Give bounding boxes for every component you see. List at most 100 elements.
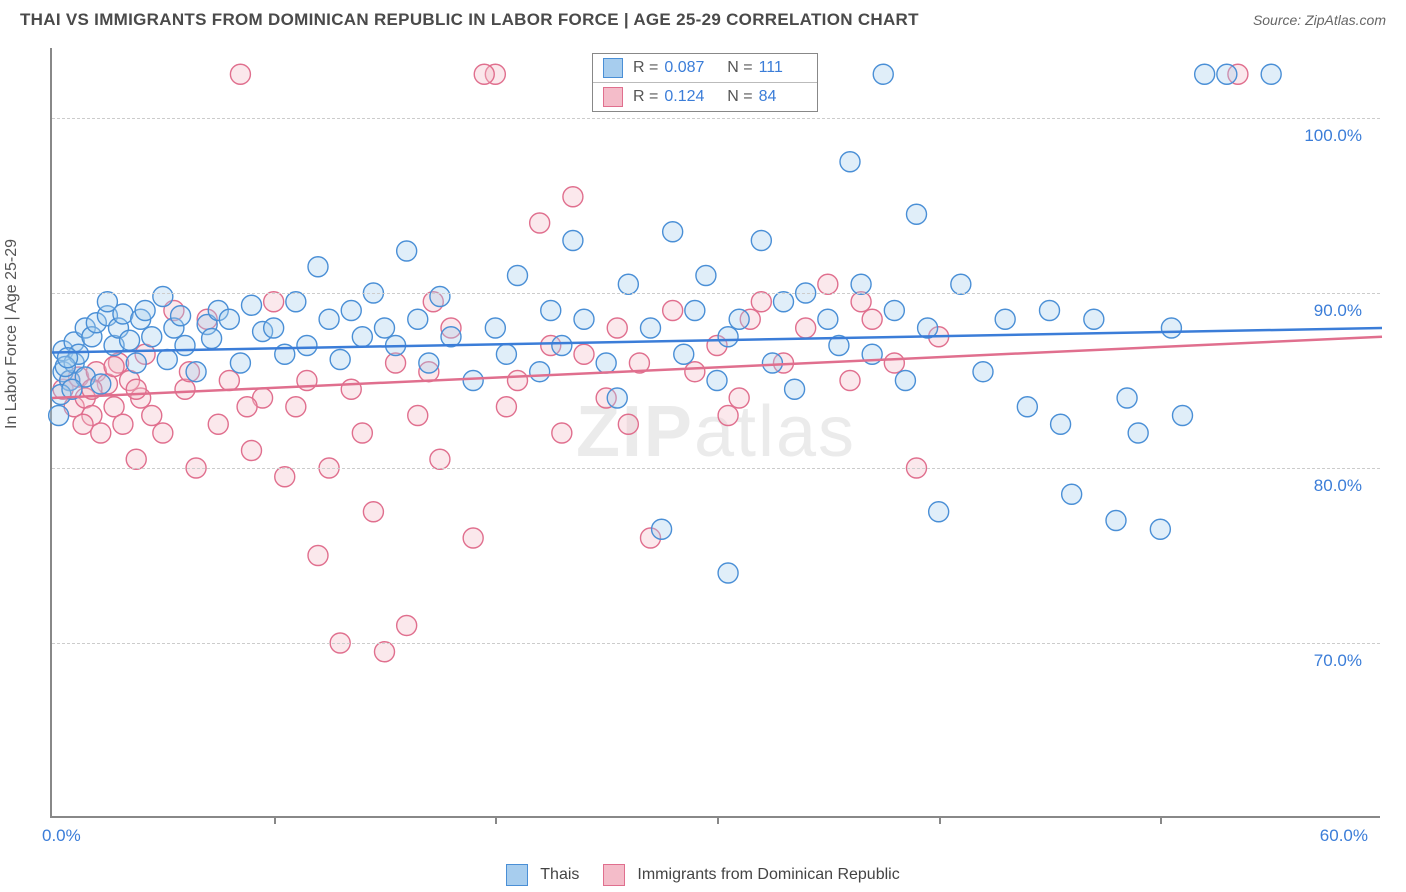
x-tick bbox=[717, 816, 719, 824]
scatter-point-thais bbox=[785, 379, 805, 399]
scatter-point-thais bbox=[840, 152, 860, 172]
scatter-point-dominican bbox=[237, 397, 257, 417]
scatter-point-thais bbox=[171, 306, 191, 326]
scatter-point-thais bbox=[530, 362, 550, 382]
scatter-point-dominican bbox=[153, 423, 173, 443]
scatter-point-dominican bbox=[463, 528, 483, 548]
stat-label-r: R = bbox=[633, 59, 658, 77]
scatter-point-thais bbox=[663, 222, 683, 242]
scatter-point-thais bbox=[1261, 64, 1281, 84]
scatter-point-thais bbox=[113, 304, 133, 324]
scatter-point-thais bbox=[995, 309, 1015, 329]
scatter-point-dominican bbox=[552, 423, 572, 443]
chart-header: THAI VS IMMIGRANTS FROM DOMINICAN REPUBL… bbox=[0, 0, 1406, 38]
scatter-point-thais bbox=[441, 327, 461, 347]
scatter-point-dominican bbox=[242, 441, 262, 461]
scatter-point-thais bbox=[352, 327, 372, 347]
scatter-point-dominican bbox=[126, 379, 146, 399]
scatter-point-thais bbox=[1017, 397, 1037, 417]
scatter-point-dominican bbox=[363, 502, 383, 522]
scatter-point-thais bbox=[951, 274, 971, 294]
scatter-point-dominican bbox=[73, 414, 93, 434]
scatter-point-dominican bbox=[751, 292, 771, 312]
legend: Thais Immigrants from Dominican Republic bbox=[0, 864, 1406, 886]
y-tick-label: 70.0% bbox=[1314, 651, 1362, 671]
scatter-point-thais bbox=[1195, 64, 1215, 84]
legend-swatch-thais bbox=[506, 864, 528, 886]
scatter-point-dominican bbox=[796, 318, 816, 338]
y-tick-label: 80.0% bbox=[1314, 476, 1362, 496]
scatter-point-thais bbox=[319, 309, 339, 329]
swatch-dominican bbox=[603, 87, 623, 107]
scatter-point-dominican bbox=[341, 379, 361, 399]
scatter-point-thais bbox=[153, 287, 173, 307]
scatter-point-dominican bbox=[91, 423, 111, 443]
scatter-point-thais bbox=[729, 309, 749, 329]
scatter-point-thais bbox=[397, 241, 417, 261]
scatter-point-thais bbox=[907, 204, 927, 224]
scatter-point-thais bbox=[297, 336, 317, 356]
scatter-point-thais bbox=[552, 336, 572, 356]
scatter-svg bbox=[52, 48, 1380, 816]
scatter-point-dominican bbox=[208, 414, 228, 434]
scatter-point-dominican bbox=[718, 406, 738, 426]
x-tick bbox=[939, 816, 941, 824]
chart-title: THAI VS IMMIGRANTS FROM DOMINICAN REPUBL… bbox=[20, 10, 919, 30]
scatter-point-thais bbox=[607, 388, 627, 408]
stat-r-thais: 0.087 bbox=[664, 59, 712, 77]
legend-label-thais: Thais bbox=[540, 866, 579, 884]
legend-item-dominican: Immigrants from Dominican Republic bbox=[603, 864, 899, 886]
scatter-point-thais bbox=[91, 374, 111, 394]
scatter-point-thais bbox=[873, 64, 893, 84]
gridline-h bbox=[52, 293, 1380, 294]
scatter-point-thais bbox=[308, 257, 328, 277]
scatter-point-thais bbox=[1161, 318, 1181, 338]
scatter-point-dominican bbox=[840, 371, 860, 391]
scatter-point-thais bbox=[973, 362, 993, 382]
scatter-point-dominican bbox=[496, 397, 516, 417]
gridline-h bbox=[52, 118, 1380, 119]
scatter-point-dominican bbox=[884, 353, 904, 373]
scatter-point-dominican bbox=[530, 213, 550, 233]
scatter-point-thais bbox=[330, 350, 350, 370]
scatter-point-dominican bbox=[352, 423, 372, 443]
scatter-point-thais bbox=[718, 563, 738, 583]
scatter-point-dominican bbox=[818, 274, 838, 294]
stat-n-thais: 111 bbox=[759, 59, 807, 77]
scatter-point-thais bbox=[135, 301, 155, 321]
scatter-point-dominican bbox=[729, 388, 749, 408]
scatter-point-thais bbox=[142, 327, 162, 347]
scatter-point-thais bbox=[58, 348, 78, 368]
scatter-point-thais bbox=[574, 309, 594, 329]
scatter-point-dominican bbox=[618, 414, 638, 434]
scatter-point-dominican bbox=[219, 371, 239, 391]
x-tick bbox=[495, 816, 497, 824]
x-tick-label-max: 60.0% bbox=[1320, 826, 1368, 846]
scatter-point-thais bbox=[186, 362, 206, 382]
legend-item-thais: Thais bbox=[506, 864, 579, 886]
scatter-point-thais bbox=[652, 519, 672, 539]
scatter-point-dominican bbox=[508, 371, 528, 391]
scatter-point-thais bbox=[508, 266, 528, 286]
y-tick-label: 100.0% bbox=[1304, 126, 1362, 146]
correlation-stats-box: R = 0.087 N = 111 R = 0.124 N = 84 bbox=[592, 53, 818, 112]
y-axis-label: In Labor Force | Age 25-29 bbox=[3, 239, 21, 429]
chart-plot-area: ZIPatlas R = 0.087 N = 111 R = 0.124 N =… bbox=[50, 48, 1380, 818]
x-tick-label-min: 0.0% bbox=[42, 826, 81, 846]
scatter-point-thais bbox=[895, 371, 915, 391]
scatter-point-thais bbox=[1117, 388, 1137, 408]
scatter-point-thais bbox=[341, 301, 361, 321]
scatter-point-dominican bbox=[275, 467, 295, 487]
scatter-point-thais bbox=[157, 350, 177, 370]
stats-row-dominican: R = 0.124 N = 84 bbox=[593, 82, 817, 111]
scatter-point-dominican bbox=[563, 187, 583, 207]
gridline-h bbox=[52, 468, 1380, 469]
scatter-point-thais bbox=[541, 301, 561, 321]
scatter-point-dominican bbox=[126, 449, 146, 469]
swatch-thais bbox=[603, 58, 623, 78]
stat-label-n: N = bbox=[718, 59, 752, 77]
scatter-point-dominican bbox=[607, 318, 627, 338]
scatter-point-thais bbox=[408, 309, 428, 329]
scatter-point-thais bbox=[286, 292, 306, 312]
scatter-point-dominican bbox=[862, 309, 882, 329]
